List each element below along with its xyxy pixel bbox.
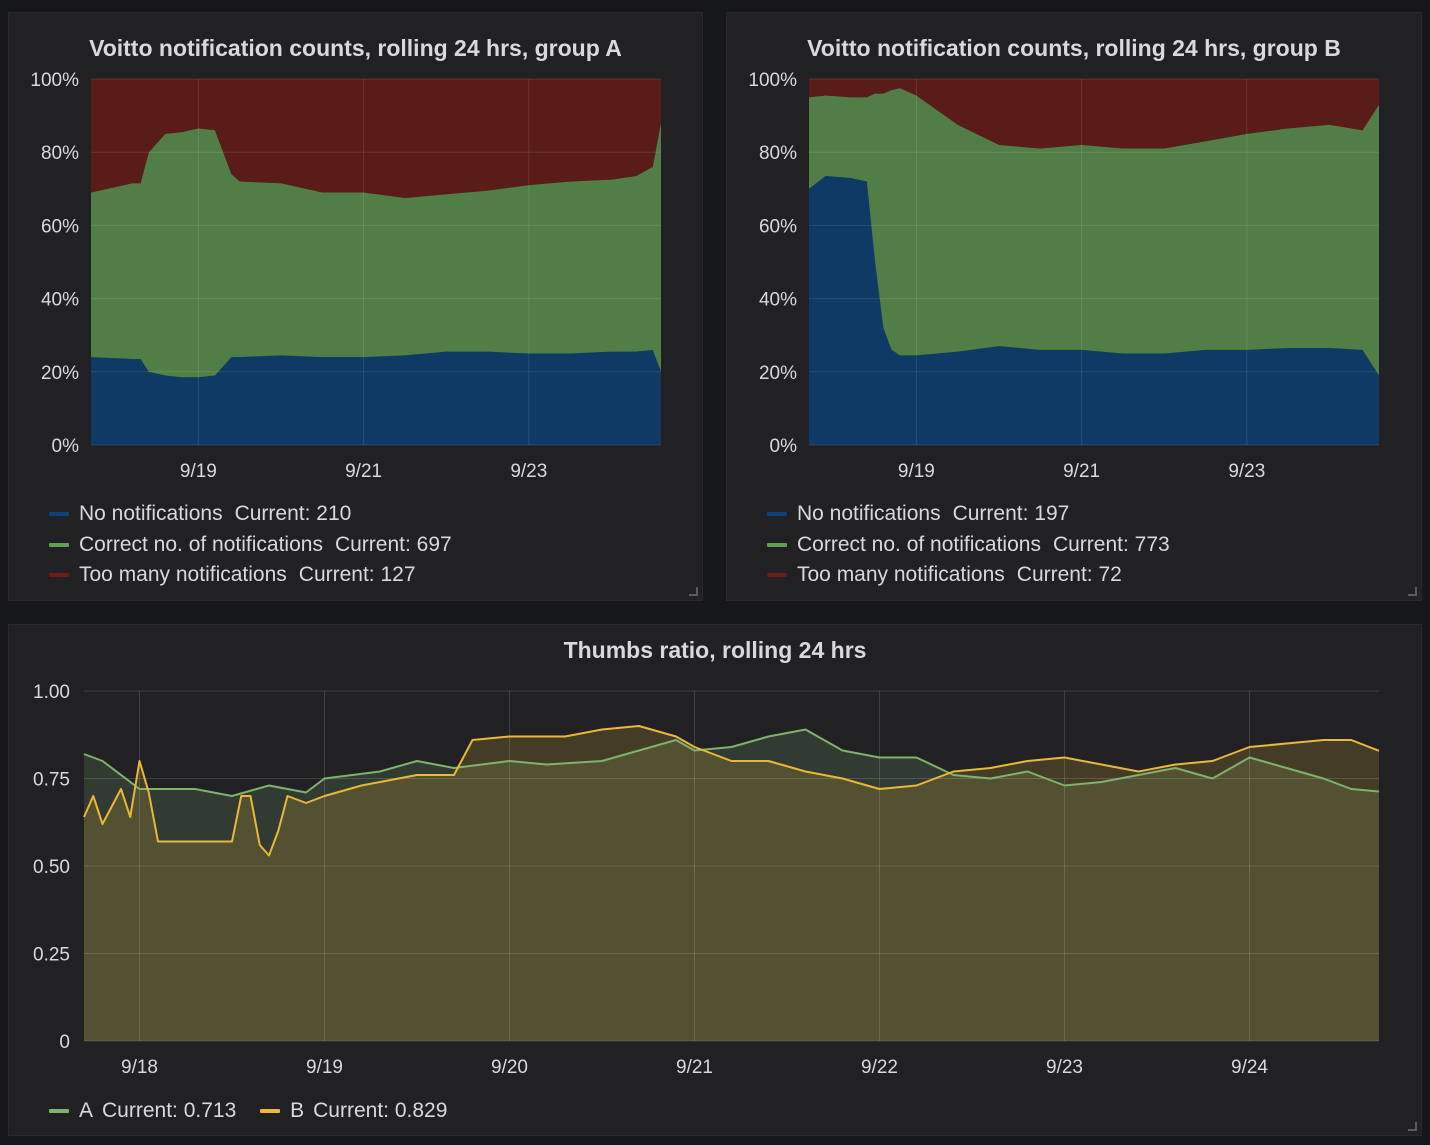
x-tick-label: 9/24 [1231, 1057, 1268, 1078]
panel-group-b[interactable]: Voitto notification counts, rolling 24 h… [726, 12, 1422, 601]
legend-item-b[interactable]: B Current: 0.829 [260, 1096, 447, 1127]
panel-thumbs-ratio[interactable]: Thumbs ratio, rolling 24 hrs 0 0.25 0.50 0.… [8, 624, 1422, 1136]
area-fill-series-a [84, 729, 1379, 1041]
y-tick-label: 40% [759, 290, 797, 311]
legend-series-name: Correct no. of notifications [797, 532, 1041, 556]
legend: No notifications Current: 197 Correct no… [767, 499, 1170, 591]
y-tick-label: 100% [748, 70, 797, 91]
series-color-swatch [260, 1109, 281, 1113]
y-tick-label: 20% [41, 363, 79, 384]
legend: No notifications Current: 210 Correct no… [49, 499, 452, 591]
y-tick-label: 40% [41, 290, 79, 311]
x-tick-label: 9/18 [121, 1057, 158, 1078]
y-tick-label: 60% [41, 216, 79, 237]
series-color-swatch [49, 573, 69, 578]
y-tick-label: 20% [759, 363, 797, 384]
legend-current-value: Current: 210 [234, 502, 352, 526]
y-tick-label: 0% [770, 436, 798, 457]
legend: A Current: 0.713 B Current: 0.829 [49, 1095, 465, 1126]
legend-item-correct-notifications[interactable]: Correct no. of notifications Current: 69… [49, 530, 452, 561]
area-series-correct-no-of-notifications [91, 122, 661, 378]
legend-series-name: B [290, 1099, 305, 1122]
y-tick-label: 0 [59, 1032, 70, 1053]
legend-item-correct-notifications[interactable]: Correct no. of notifications Current: 77… [767, 530, 1170, 561]
stacked-area-chart-group-a: 0% 20% 40% 60% 80% 100% 9/19 9/21 9/23 [30, 70, 661, 482]
panel-title[interactable]: Voitto notification counts, rolling 24 h… [807, 35, 1341, 61]
legend-item-too-many-notifications[interactable]: Too many notifications Current: 127 [49, 560, 452, 591]
panel-title[interactable]: Thumbs ratio, rolling 24 hrs [563, 637, 867, 663]
x-tick-label: 9/23 [1228, 461, 1265, 482]
legend-item-no-notifications[interactable]: No notifications Current: 210 [49, 499, 452, 530]
resize-handle[interactable] [1408, 587, 1417, 596]
area-series-too-many-notifications [809, 79, 1379, 149]
y-tick-label: 80% [41, 143, 79, 164]
y-tick-label: 0.75 [33, 770, 70, 791]
legend-series-name: Correct no. of notifications [79, 532, 323, 556]
x-tick-label: 9/21 [676, 1057, 713, 1078]
y-tick-label: 1.00 [33, 682, 70, 703]
y-tick-label: 0.25 [33, 945, 70, 966]
x-tick-label: 9/23 [1046, 1057, 1083, 1078]
area-series-correct-no-of-notifications [809, 88, 1379, 376]
y-tick-label: 0% [52, 436, 80, 457]
line-series-b [83, 725, 1380, 857]
y-tick-label: 100% [30, 70, 79, 91]
area-fill-series-b [84, 726, 1379, 1041]
x-tick-label: 9/21 [345, 461, 382, 482]
series-color-swatch [49, 542, 69, 547]
series-color-swatch [767, 573, 787, 578]
area-series-no-notifications [91, 349, 661, 445]
legend-current-value: Current: 773 [1052, 532, 1170, 556]
line-series-a [83, 728, 1380, 797]
series-color-swatch [767, 542, 787, 547]
x-tick-label: 9/23 [510, 461, 547, 482]
resize-handle[interactable] [689, 587, 698, 596]
area-series-no-notifications [809, 175, 1379, 446]
panel-group-a[interactable]: Voitto notification counts, rolling 24 h… [8, 12, 703, 601]
x-tick-label: 9/22 [861, 1057, 898, 1078]
legend-current-value: Current: 127 [298, 563, 416, 587]
x-tick-label: 9/21 [1063, 461, 1100, 482]
legend-series-name: No notifications [79, 502, 223, 526]
panel-title[interactable]: Voitto notification counts, rolling 24 h… [89, 35, 622, 61]
legend-item-no-notifications[interactable]: No notifications Current: 197 [767, 499, 1170, 530]
area-series-too-many-notifications [91, 79, 661, 198]
line-chart-thumbs-ratio: 0 0.25 0.50 0.75 1.00 9/18 9/19 9/20 9/21 9/22 9/2… [33, 682, 1380, 1078]
series-color-swatch [49, 512, 69, 517]
series-color-swatch [767, 512, 787, 517]
legend-series-name: Too many notifications [79, 563, 287, 587]
y-tick-label: 0.50 [33, 857, 70, 878]
x-tick-label: 9/19 [898, 461, 935, 482]
legend-current-value: Current: 72 [1016, 563, 1122, 587]
stacked-area-chart-group-b: 0% 20% 40% 60% 80% 100% 9/19 9/21 9/23 [748, 70, 1379, 482]
x-tick-label: 9/19 [180, 461, 217, 482]
legend-current-value: Current: 197 [952, 502, 1070, 526]
legend-current-value: Current: 0.829 [313, 1099, 448, 1122]
legend-series-name: A [79, 1099, 94, 1122]
legend-current-value: Current: 697 [334, 532, 452, 556]
series-color-swatch [49, 1109, 69, 1113]
legend-series-name: No notifications [797, 502, 941, 526]
legend-current-value: Current: 0.713 [102, 1099, 237, 1122]
legend-item-too-many-notifications[interactable]: Too many notifications Current: 72 [767, 560, 1170, 591]
x-tick-label: 9/19 [306, 1057, 343, 1078]
y-tick-label: 80% [759, 143, 797, 164]
legend-item-a[interactable]: A Current: 0.713 [49, 1096, 236, 1127]
legend-series-name: Too many notifications [797, 563, 1005, 587]
x-tick-label: 9/20 [491, 1057, 528, 1078]
resize-handle[interactable] [1408, 1122, 1417, 1131]
y-tick-label: 60% [759, 216, 797, 237]
